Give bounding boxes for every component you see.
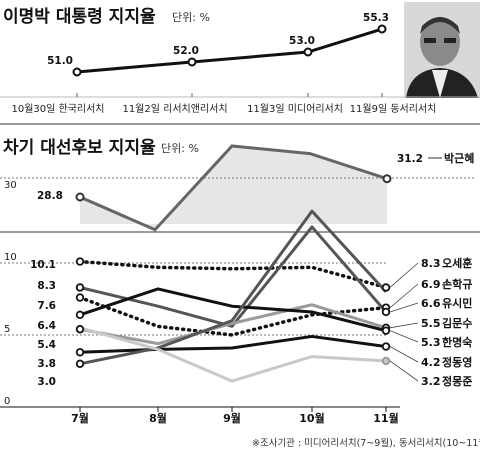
chart1-x-labels: 10월30일 한국리서치 11월2일 리서치앤리서치 11월3일 미디어리서치 11월… <box>11 93 436 115</box>
end-value-label: 8.3 <box>421 257 441 270</box>
x-label: 9월 <box>223 411 241 425</box>
portrait-figure <box>406 17 478 98</box>
end-point <box>381 283 391 292</box>
data-label: 51.0 <box>47 55 73 67</box>
x-label: 11월 <box>373 411 398 425</box>
series-name-label: 박근혜 <box>444 151 474 165</box>
chart2-unit: 단위: % <box>161 142 199 155</box>
start-point <box>75 359 85 368</box>
x-label: 8월 <box>149 411 167 425</box>
end-value-label: 3.2 <box>421 375 441 388</box>
start-point <box>75 310 85 320</box>
y-tick-label: 30 <box>4 180 17 191</box>
leader-line <box>389 322 419 329</box>
start-point <box>75 257 85 266</box>
start-label: 3.0 <box>37 376 56 388</box>
chart1-unit: 단위: % <box>172 11 210 24</box>
leader-line <box>389 283 419 308</box>
chart2-title: 차기 대선후보 지지율 <box>3 137 156 158</box>
data-point <box>303 47 313 57</box>
start-label: 3.8 <box>37 358 56 370</box>
series-line <box>78 295 388 337</box>
series-line <box>79 225 388 328</box>
chart1-title: 이명박 대통령 지지율 <box>3 6 156 27</box>
series-name-label: 정몽준 <box>442 374 472 388</box>
x-label: 11월2일 리서치앤리서치 <box>122 103 227 115</box>
end-point <box>381 307 391 317</box>
end-point <box>381 326 391 335</box>
start-label: 7.6 <box>37 300 56 312</box>
data-point <box>72 67 82 77</box>
end-point <box>381 356 391 366</box>
y-tick-label: 10 <box>4 252 17 263</box>
start-label: 10.1 <box>30 259 56 271</box>
chart1-plot: 51.0 52.0 53.0 55.3 <box>47 12 389 77</box>
start-label: 28.8 <box>37 190 63 202</box>
start-point <box>75 283 85 292</box>
end-value-label: 5.3 <box>421 336 441 349</box>
source-note: ※조사기관 : 미디어리서치(7~9월), 동서리서치(10~11월) <box>252 437 480 449</box>
series-line <box>79 334 387 354</box>
series-line <box>78 259 388 290</box>
leader-line <box>389 262 419 288</box>
series-name-label: 손학규 <box>442 277 472 291</box>
data-point <box>75 192 85 202</box>
data-point <box>187 57 197 67</box>
series-line <box>76 27 383 74</box>
leader-line <box>389 360 419 382</box>
chart3-plot: 10 5 0 7월 8월 9월 10월 11월 10.1 7.6 8.3 5.4 6.4 3.8 3.0 8.… <box>0 209 472 425</box>
start-point <box>75 348 85 357</box>
series-name-label: 오세훈 <box>442 256 472 270</box>
start-label: 8.3 <box>37 280 56 292</box>
x-label: 7월 <box>71 411 89 425</box>
series-name-label: 정동영 <box>442 355 472 369</box>
area-fill <box>80 146 387 230</box>
series-line <box>79 209 388 366</box>
end-value-label: 5.5 <box>421 317 441 330</box>
data-point <box>377 24 387 34</box>
data-label: 53.0 <box>289 35 315 47</box>
x-label: 11월9일 동서리서치 <box>350 103 437 115</box>
end-value-label: 6.9 <box>421 278 441 291</box>
leader-line <box>389 346 419 363</box>
end-point <box>381 342 391 351</box>
start-point <box>75 293 85 302</box>
data-label: 55.3 <box>363 12 389 24</box>
start-label: 6.4 <box>37 320 56 332</box>
start-label: 5.4 <box>37 339 56 351</box>
data-label: 52.0 <box>173 45 199 57</box>
end-value-label: 6.6 <box>421 297 441 310</box>
data-point <box>382 174 392 184</box>
chart2-plot: 30 28.8 31.2 박근혜 <box>0 144 480 233</box>
series-line <box>79 326 387 383</box>
leader-line <box>389 302 419 313</box>
x-label: 11월3일 미디어리서치 <box>247 103 343 115</box>
series-name-label: 한명숙 <box>442 335 472 349</box>
series-name-label: 유시민 <box>442 296 472 310</box>
series-name-label: 김문수 <box>442 317 472 330</box>
series-line <box>79 287 387 333</box>
end-value-label: 4.2 <box>421 356 441 369</box>
series-line <box>79 144 388 232</box>
y-tick-label: 5 <box>4 324 10 335</box>
x-label: 10월30일 한국리서치 <box>11 103 104 115</box>
x-label: 10월 <box>299 411 324 425</box>
series-line <box>79 303 387 346</box>
leader-line <box>389 330 419 343</box>
start-point <box>75 325 85 334</box>
end-label: 31.2 <box>397 153 423 165</box>
y-tick-label: 0 <box>4 396 10 407</box>
